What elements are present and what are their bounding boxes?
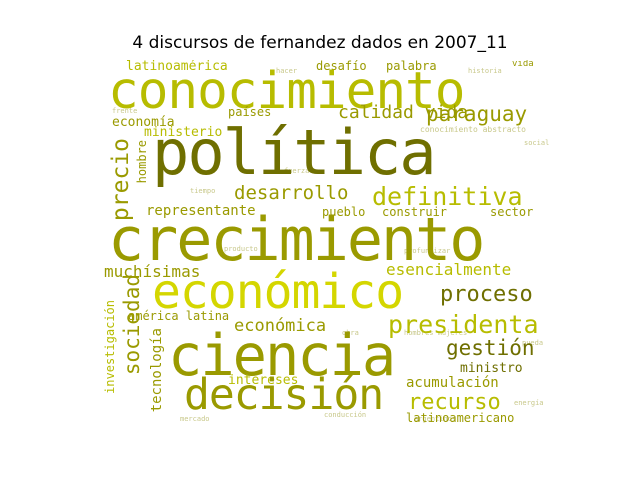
chart-title: 4 discursos de fernandez dados en 2007_1… bbox=[132, 33, 508, 53]
word-conocimiento-abstracto: conocimiento abstracto bbox=[420, 125, 526, 134]
small-word: producto bbox=[224, 245, 258, 253]
word-definitiva: definitiva bbox=[372, 182, 523, 211]
word-investigacion: investigación bbox=[104, 300, 117, 394]
word-recurso: recurso bbox=[408, 390, 501, 415]
word-ciencia: ciencia bbox=[168, 323, 396, 389]
word-sector: sector bbox=[490, 205, 534, 219]
word-acumulacion: acumulación bbox=[406, 375, 499, 391]
word-decision: decisión bbox=[184, 370, 384, 420]
word-economico: económico bbox=[152, 264, 404, 320]
word-latinoamericano: latinoamericano bbox=[406, 411, 515, 425]
word-politica: política bbox=[152, 116, 437, 189]
word-paraguay: paraguay bbox=[426, 102, 528, 126]
small-word: pueda bbox=[522, 339, 544, 347]
word-pueblo: pueblo bbox=[322, 205, 366, 219]
small-word: hombres mujeres bbox=[404, 329, 468, 337]
small-word: social bbox=[524, 139, 550, 147]
word-desarrollo: desarrollo bbox=[234, 182, 349, 204]
word-intereses: intereses bbox=[228, 373, 299, 388]
small-word: frente bbox=[112, 107, 138, 115]
small-word: argentinos bbox=[414, 415, 457, 423]
word-paises: países bbox=[228, 105, 272, 119]
word-economia: economía bbox=[112, 115, 175, 130]
word-conocimiento: conocimiento bbox=[108, 62, 465, 121]
word-economica: económica bbox=[234, 316, 327, 336]
word-hombre: hombre bbox=[135, 140, 149, 184]
word-construir: construir bbox=[382, 205, 448, 219]
word-muchisimas: muchísimas bbox=[104, 262, 201, 281]
word-desafio: desafío bbox=[316, 60, 367, 73]
word-palabra: palabra bbox=[386, 60, 437, 73]
word-representante: representante bbox=[146, 203, 256, 219]
small-word: mercado bbox=[180, 415, 210, 423]
small-word: energía bbox=[514, 399, 544, 407]
word-calidad-vida: calidad vida bbox=[338, 102, 469, 123]
word-ministerio: ministerio bbox=[144, 125, 223, 140]
word-proceso: proceso bbox=[440, 282, 533, 307]
small-word: hacer bbox=[276, 67, 298, 75]
small-word: tiempo bbox=[190, 187, 216, 195]
small-word: fuerza bbox=[284, 167, 310, 175]
word-ministro: ministro bbox=[460, 361, 523, 376]
word-vida: vida bbox=[512, 60, 534, 69]
word-presidenta: presidenta bbox=[388, 310, 539, 339]
small-word: conducción bbox=[324, 411, 367, 419]
word-tecnologia: tecnología bbox=[149, 328, 165, 413]
word-crecimiento: crecimiento bbox=[108, 205, 485, 275]
word-cloud: frente hacer historia social fuerza tiem… bbox=[104, 60, 553, 428]
word-sociedad: sociedad bbox=[120, 274, 144, 376]
small-word: obra bbox=[342, 329, 359, 337]
word-america-latina: américa latina bbox=[128, 309, 230, 323]
word-gestion: gestión bbox=[446, 336, 535, 360]
small-word: profundizar bbox=[404, 247, 451, 255]
small-word: historia bbox=[468, 67, 502, 75]
word-latinoamerica: latinoamérica bbox=[126, 60, 228, 74]
word-esencialmente: esencialmente bbox=[386, 260, 512, 279]
